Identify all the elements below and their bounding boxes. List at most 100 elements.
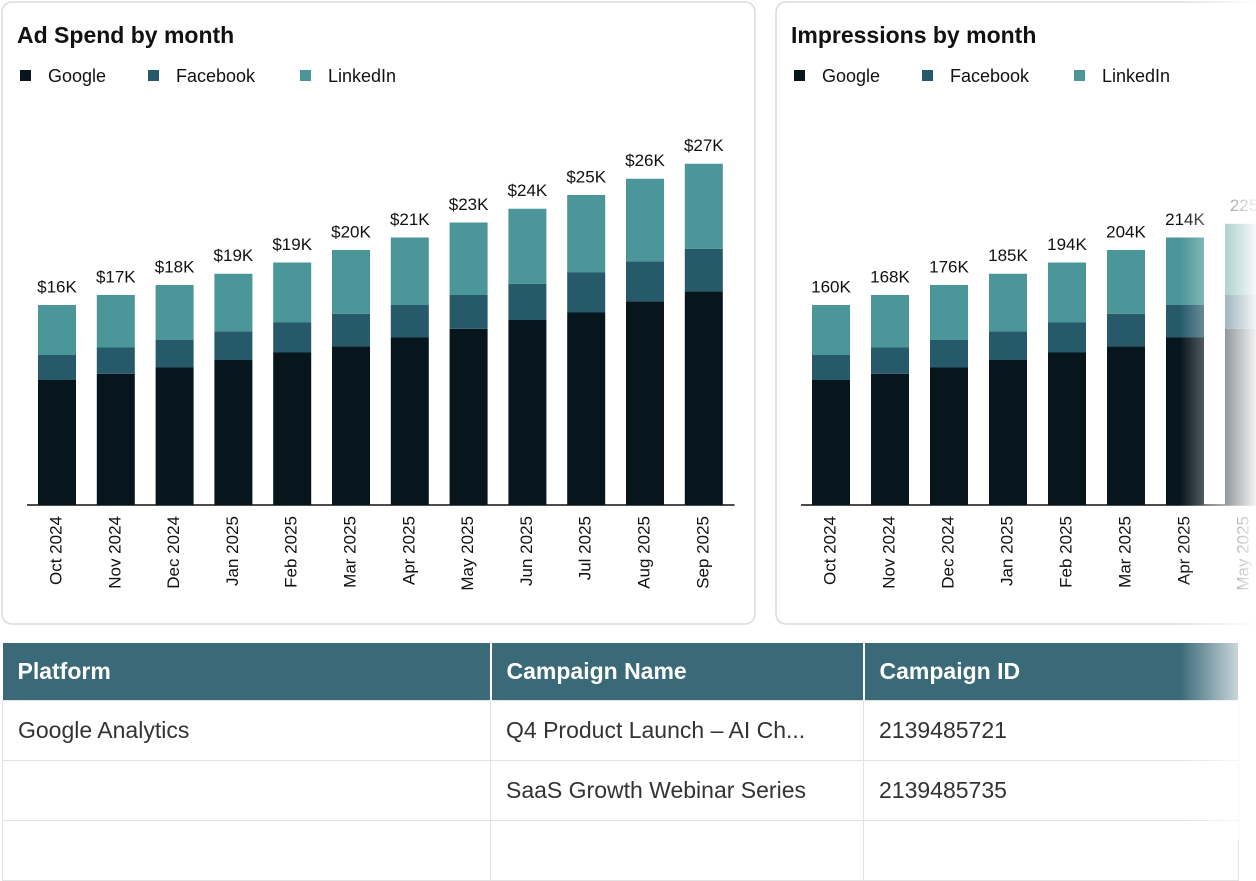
bar-segment [390, 237, 429, 305]
bar-segment [626, 178, 664, 262]
bar-segment [1166, 305, 1204, 338]
column-header[interactable]: Campaign Name [490, 643, 865, 701]
total-label: $16K [37, 277, 77, 296]
bar-segment [155, 285, 194, 340]
bar-segment [989, 360, 1027, 505]
total-label: 160K [811, 277, 851, 296]
legend-swatch [300, 70, 311, 81]
table-body: Google Analytics Q4 Product Launch – AI C… [2, 700, 1239, 881]
bar-segment [1166, 337, 1204, 505]
x-tick-label: Jun 2025 [517, 516, 536, 586]
bar-segment [332, 346, 370, 505]
total-label: $19K [272, 235, 312, 254]
total-label: $20K [331, 222, 371, 241]
bar-segment [989, 331, 1027, 360]
bar-segment [1107, 346, 1145, 505]
campaign-table: Platform Campaign Name Campaign ID Google … [2, 643, 1240, 881]
bar-segment [449, 295, 488, 329]
bar-segment [684, 163, 723, 249]
x-tick-label: Feb 2025 [1056, 516, 1075, 588]
total-label: 185K [988, 246, 1028, 265]
table-cell: 2139485735 [863, 760, 1239, 821]
table-cell [863, 820, 1239, 881]
bar-segment [508, 283, 547, 320]
bar-segment [812, 380, 850, 505]
legend-swatch [922, 70, 933, 81]
table-cell: Q4 Product Launch – AI Ch... [490, 700, 864, 761]
bar-segment [989, 273, 1027, 332]
x-tick-label: Oct 2024 [820, 516, 839, 585]
charts: Ad Spend by month Google Facebook LinkedIn $… [1, 1, 1256, 625]
table-cell: SaaS Growth Webinar Series [490, 760, 864, 821]
bar-segment [273, 352, 312, 505]
x-tick-label: Dec 2024 [938, 516, 957, 589]
total-label: $25K [566, 167, 606, 186]
legend-swatch [148, 70, 159, 81]
x-tick-label: Feb 2025 [282, 516, 301, 588]
total-label: 204K [1106, 222, 1146, 241]
x-tick-label: May 2025 [1233, 516, 1252, 591]
bar-segment [684, 291, 723, 505]
table-header: Platform Campaign Name Campaign ID [2, 643, 1240, 701]
total-label: $26K [625, 151, 665, 170]
bar-segment [871, 347, 909, 374]
x-tick-label: Aug 2025 [634, 516, 653, 589]
table-row[interactable]: SaaS Growth Webinar Series 2139485735 [2, 760, 1239, 821]
bar-segment [1048, 352, 1086, 505]
bar-segment [930, 285, 968, 340]
table-row[interactable]: Google Analytics Q4 Product Launch – AI C… [2, 700, 1239, 761]
legend-swatch [794, 70, 805, 81]
bar-segment [1048, 262, 1086, 323]
bar-segment [871, 295, 909, 348]
x-tick-label: Nov 2024 [105, 516, 124, 589]
total-label: $17K [96, 267, 136, 286]
total-label: 214K [1165, 210, 1205, 229]
bar-segment [449, 222, 488, 295]
table-cell [2, 820, 491, 881]
bar-segment [1166, 237, 1204, 305]
bar-segment [508, 208, 547, 284]
bar-segment [332, 313, 370, 347]
bar-segment [812, 355, 850, 380]
bar-segment [390, 305, 429, 338]
bar-segment [1107, 313, 1145, 347]
total-label: $21K [390, 210, 430, 229]
bar-segment [930, 367, 968, 505]
x-tick-label: Apr 2025 [1174, 516, 1193, 585]
bar-segment [155, 340, 194, 368]
bar-segment [871, 373, 909, 505]
table-row-partial [2, 820, 1239, 881]
legend-swatch [20, 70, 31, 81]
x-tick-label: Nov 2024 [879, 516, 898, 589]
bar-segment [96, 347, 135, 374]
x-tick-label: Oct 2024 [46, 516, 65, 585]
total-label: $18K [155, 257, 195, 276]
bar-segment [449, 328, 488, 505]
x-tick-label: May 2025 [458, 516, 477, 591]
bar-segment [1048, 322, 1086, 353]
x-tick-label: Jul 2025 [576, 516, 595, 580]
total-label: $23K [449, 195, 489, 214]
x-tick-label: Sep 2025 [693, 516, 712, 589]
table-cell: Google Analytics [2, 700, 491, 761]
x-tick-label: Dec 2024 [164, 516, 183, 589]
legend-label: Facebook [950, 66, 1030, 86]
column-header[interactable]: Platform [2, 643, 492, 701]
bar-segment [626, 261, 664, 302]
total-label: $27K [684, 136, 724, 155]
bar-segment [567, 272, 606, 313]
legend-swatch [1074, 70, 1085, 81]
bar-segment [1225, 223, 1256, 295]
bar-segment [567, 195, 606, 273]
table-cell: 2139485721 [863, 700, 1239, 761]
x-tick-label: Apr 2025 [399, 516, 418, 585]
x-tick-label: Jan 2025 [223, 516, 242, 586]
legend-label: Facebook [176, 66, 256, 86]
table-cell [490, 820, 864, 881]
bar-segment [930, 340, 968, 368]
bar-segment [214, 273, 253, 332]
bar-segment [1225, 328, 1256, 505]
chart-title: Ad Spend by month [17, 22, 234, 48]
bar-segment [390, 337, 429, 505]
column-header[interactable]: Campaign ID [863, 643, 1240, 701]
